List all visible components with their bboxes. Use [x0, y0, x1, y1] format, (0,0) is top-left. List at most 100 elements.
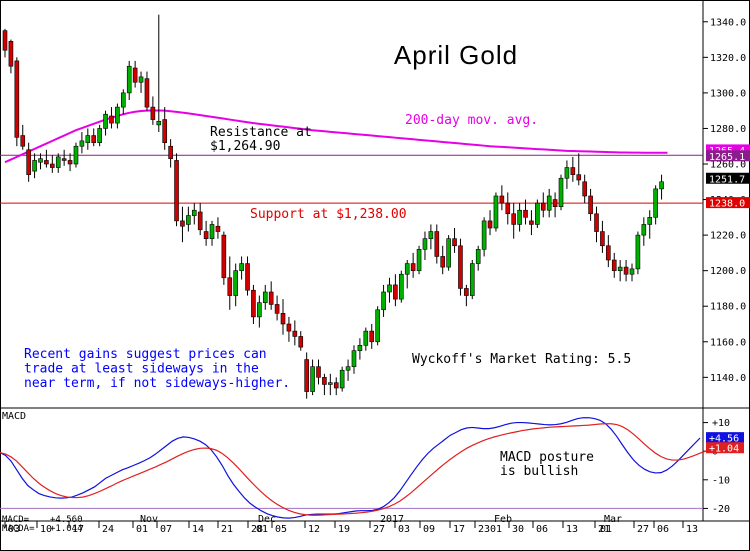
x-tick-label: 23 — [478, 524, 490, 535]
candle-body — [600, 231, 605, 247]
x-month-label: Feb — [494, 514, 512, 525]
macd-legend-label: MACDA= — [2, 524, 35, 534]
candle-body — [588, 195, 593, 215]
candle-body — [558, 177, 564, 207]
candle-body — [505, 202, 511, 215]
candle-body — [416, 249, 422, 271]
candle-body — [363, 330, 369, 346]
candle-body — [440, 256, 446, 268]
candle-body — [351, 350, 357, 367]
candle-body — [659, 181, 664, 190]
candle-body — [38, 158, 43, 163]
x-tick-label: 14 — [192, 524, 204, 535]
candle-body — [357, 345, 363, 351]
candle-body — [221, 234, 227, 279]
candle-body — [215, 225, 221, 232]
candle-body — [245, 263, 250, 291]
candle-body — [369, 330, 375, 343]
candle-body — [606, 245, 611, 261]
candle-body — [387, 284, 392, 293]
y-tick-label: 1140.0 — [710, 373, 746, 384]
price-tag-label: 1251.7 — [709, 174, 745, 185]
resistance-label: Resistance at — [210, 125, 312, 140]
candle-body — [257, 302, 262, 318]
x-tick-label: 09 — [423, 524, 435, 535]
candle-body — [85, 135, 91, 143]
candle-body — [168, 145, 173, 159]
x-axis: 03 10 17 24 01 07 14 21 28 05 12 19 27 03 09 17 23 30 06 13… — [4, 514, 698, 535]
x-tick-label: 13 — [686, 524, 698, 535]
y-tick-label: 1320.0 — [710, 53, 746, 64]
candle-body — [546, 195, 552, 211]
candle-body — [162, 119, 168, 143]
candle-body — [97, 128, 102, 143]
candle-body — [481, 220, 487, 250]
candle-body — [262, 291, 268, 303]
candle-body — [393, 284, 398, 300]
x-tick-label: 28 — [251, 524, 263, 535]
x-tick-label: 06 — [536, 524, 548, 535]
candle-body — [268, 291, 274, 305]
candle-body — [517, 209, 522, 225]
x-tick-label: 03 — [8, 524, 20, 535]
candle-body — [2, 30, 8, 51]
x-tick-label: 03 — [398, 524, 410, 535]
candle-body — [333, 382, 339, 389]
chart-title: April Gold — [394, 40, 518, 70]
candle-body — [304, 359, 309, 392]
candle-body — [635, 234, 641, 270]
y-tick-label: 1220.0 — [710, 231, 746, 242]
x-tick-label: 07 — [160, 524, 172, 535]
candle-body — [475, 249, 481, 264]
price-tag-box — [706, 172, 750, 184]
candle-body — [180, 220, 185, 227]
candle-body — [328, 382, 333, 385]
y-tick-label: 1340.0 — [710, 17, 746, 28]
x-tick-label: 01 — [136, 524, 148, 535]
macd-y-tick-label: +10 — [712, 418, 730, 429]
candle-body — [67, 160, 73, 165]
macd-tag-box — [706, 442, 744, 454]
candle-body — [150, 106, 156, 120]
candle-body — [434, 231, 440, 257]
macd-tag-label: +1.04 — [709, 444, 739, 455]
candle-body — [44, 160, 49, 165]
candle-body — [540, 202, 546, 211]
candle-body — [499, 195, 505, 204]
candle-body — [316, 366, 321, 378]
x-tick-label: 10 — [40, 524, 52, 535]
candle-body — [511, 213, 516, 225]
price-tag-box — [706, 197, 750, 209]
candle-body — [50, 163, 55, 168]
resistance-label-price: $1,264.90 — [210, 139, 280, 154]
candle-body — [458, 245, 463, 289]
candle-body — [529, 220, 534, 225]
x-tick-label: 17 — [72, 524, 84, 535]
candle-body — [464, 288, 469, 296]
candle-body — [79, 140, 85, 147]
candle-body — [91, 135, 97, 143]
price-tag-label: 1265.1 — [709, 152, 745, 163]
x-tick-label: 13 — [566, 524, 578, 535]
candle-body — [594, 213, 599, 232]
x-tick-label: 27 — [373, 524, 385, 535]
candle-body — [611, 259, 617, 271]
candle-body — [345, 366, 351, 371]
moving-average-label: 200-day mov. avg. — [405, 113, 538, 128]
candle-body — [280, 313, 286, 325]
candle-body — [233, 270, 238, 296]
candle-body — [251, 289, 256, 318]
candle-body — [535, 202, 540, 225]
x-tick-label: 19 — [338, 524, 350, 535]
macd-legend-value: +1.044 — [50, 524, 83, 534]
y-tick-label: 1280.0 — [710, 124, 746, 135]
candle-body — [647, 217, 653, 225]
candle-body — [286, 323, 292, 332]
candle-body — [203, 231, 209, 239]
x-month-label: Mar — [604, 514, 622, 525]
candle-body — [144, 78, 150, 108]
